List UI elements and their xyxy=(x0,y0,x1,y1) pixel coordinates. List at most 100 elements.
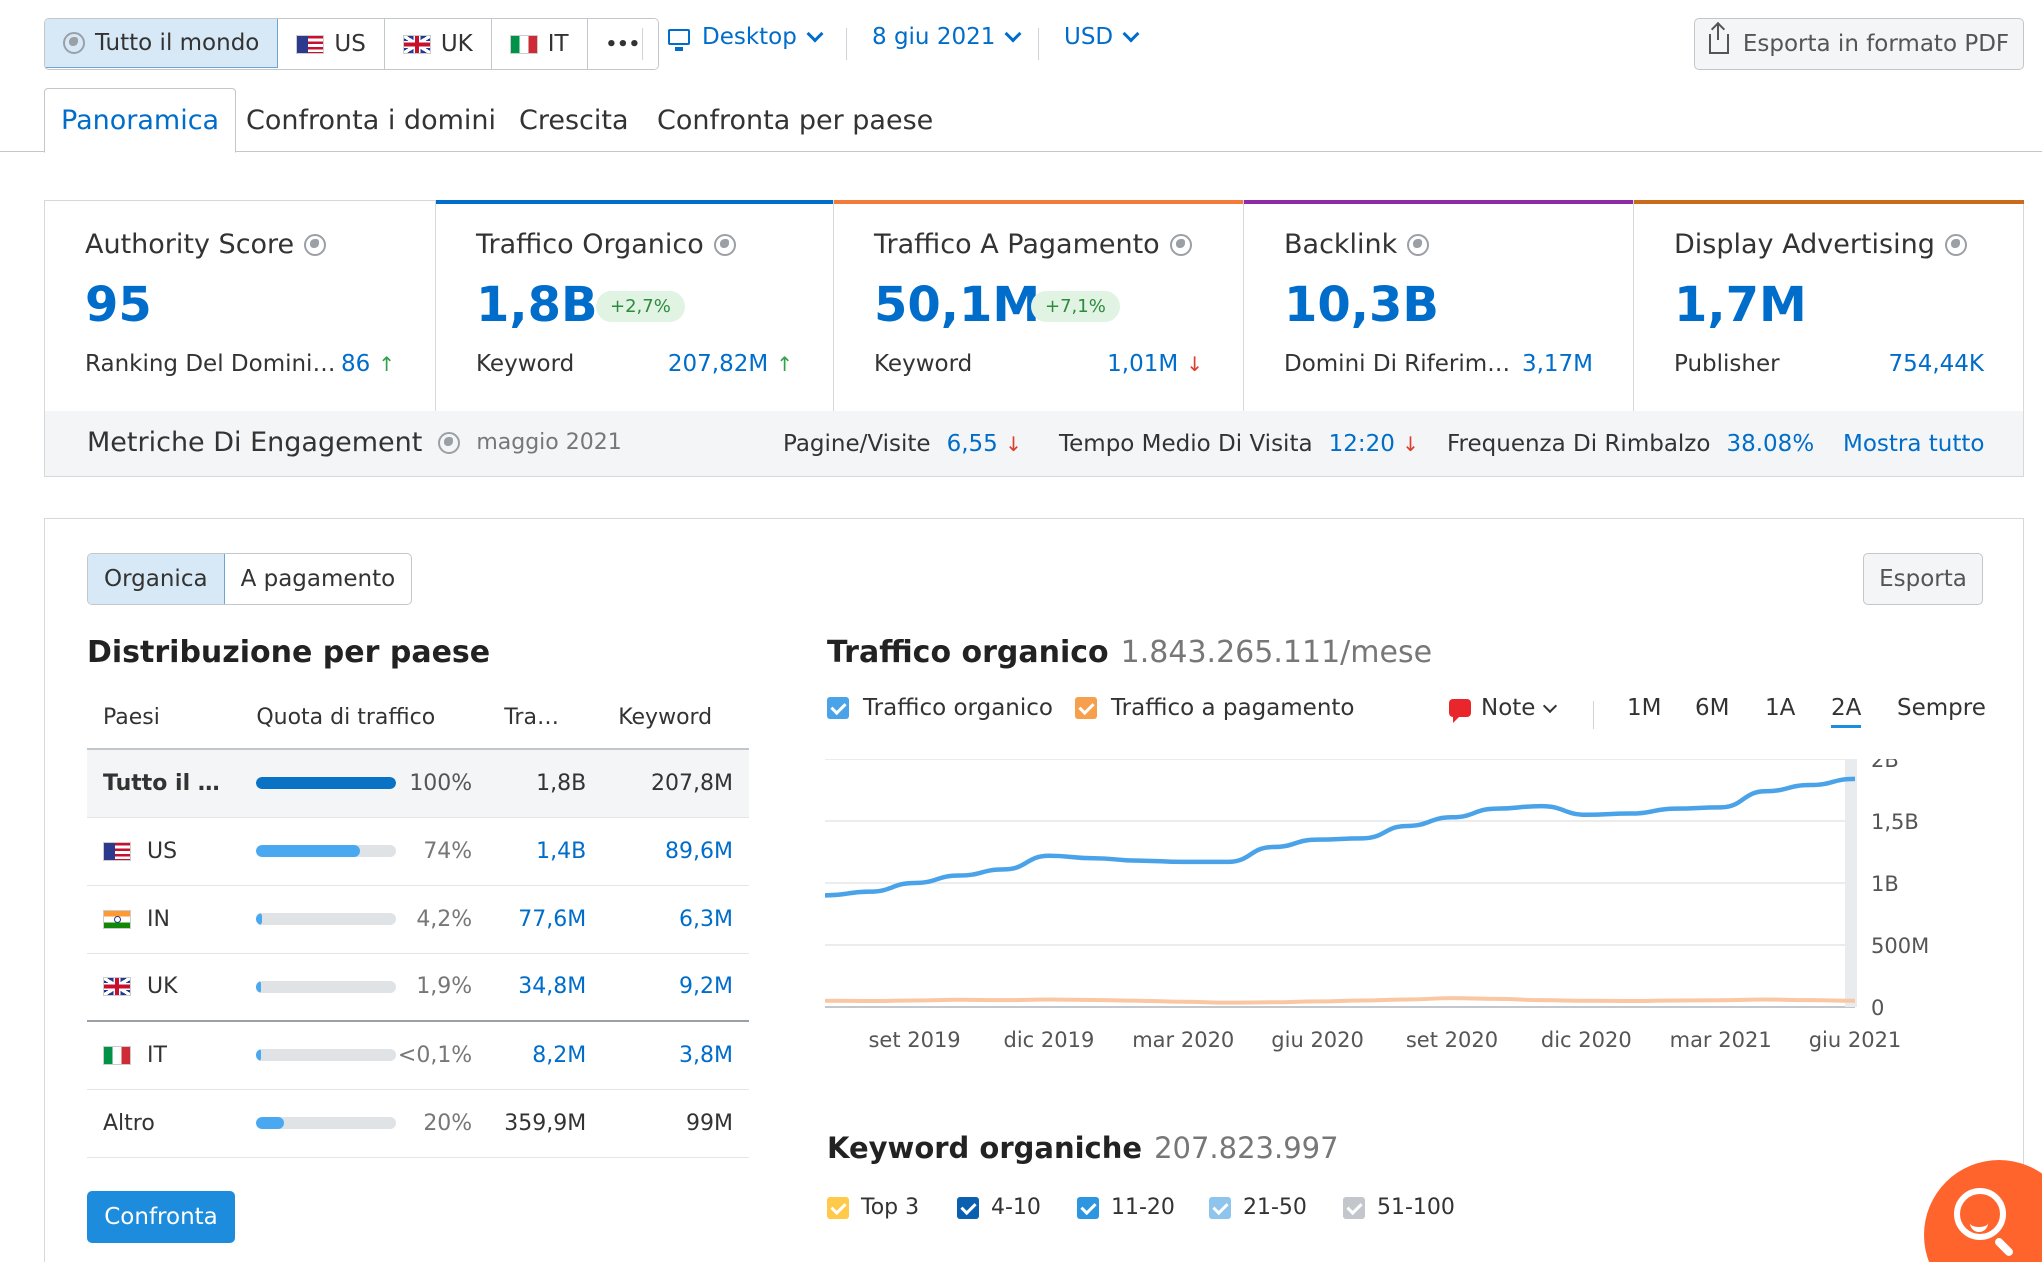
keyword-value[interactable]: 6,3M xyxy=(602,885,749,954)
traffic-share-cell: 1,9% xyxy=(240,953,489,1022)
traffic-value[interactable]: 77,6M xyxy=(488,885,603,954)
share-bar-fill xyxy=(256,777,397,790)
authority-score-value[interactable]: 95 xyxy=(85,277,152,333)
range-6m[interactable]: 6M xyxy=(1695,695,1730,721)
notes-dropdown[interactable]: Note xyxy=(1449,695,1558,723)
toggle-organic[interactable]: Organica xyxy=(88,554,225,604)
publisher-value[interactable]: 754,44K xyxy=(1888,351,1984,377)
organic-change-badge: +2,7% xyxy=(596,291,685,322)
engagement-period: maggio 2021 xyxy=(476,430,622,455)
search-icon xyxy=(1954,1188,2006,1240)
region-more-button[interactable]: ••• xyxy=(587,19,659,69)
export-pdf-label: Esporta in formato PDF xyxy=(1742,31,2010,57)
country-name: IN xyxy=(147,906,170,932)
referring-domains-label: Domini Di Riferim… xyxy=(1284,351,1511,377)
bounce-rate-value[interactable]: 38.08% xyxy=(1726,431,1815,457)
keyword-value: 207,8M xyxy=(602,749,749,818)
arrow-down-icon: ↓ xyxy=(1186,352,1203,376)
checkbox-icon xyxy=(1077,1196,1099,1219)
share-percent: 74% xyxy=(423,838,473,864)
engagement-metrics-bar: Metriche Di Engagement maggio 2021 Pagin… xyxy=(44,411,2024,477)
pages-per-visit-value[interactable]: 6,55 ↓ xyxy=(947,431,1022,457)
legend-paid[interactable]: Traffico a pagamento xyxy=(1075,695,1355,721)
show-all-link[interactable]: Mostra tutto xyxy=(1843,431,1985,457)
kw-legend-4-10[interactable]: 4-10 xyxy=(957,1195,1041,1220)
referring-domains-value[interactable]: 3,17M xyxy=(1521,351,1593,377)
kw-legend-11-20[interactable]: 11-20 xyxy=(1077,1195,1175,1220)
country-name: US xyxy=(147,838,178,864)
traffic-value[interactable]: 8,2M xyxy=(488,1021,603,1090)
paid-traffic-title: Traffico A Pagamento xyxy=(874,229,1160,260)
organic-traffic-card: Traffico Organico 1,8B +2,7% Keyword 207… xyxy=(436,200,834,411)
us-flag-icon xyxy=(296,34,325,54)
bounce-rate: Frequenza Di Rimbalzo 38.08% xyxy=(1447,431,1814,457)
toggle-paid[interactable]: A pagamento xyxy=(240,566,396,592)
kw-legend-51-100[interactable]: 51-100 xyxy=(1343,1195,1455,1220)
range-1m[interactable]: 1M xyxy=(1627,695,1662,721)
range-1a[interactable]: 1A xyxy=(1765,695,1796,721)
domain-rank-value[interactable]: 86 ↑ xyxy=(341,351,395,377)
compare-button[interactable]: Confronta xyxy=(87,1191,235,1243)
x-tick-label: set 2020 xyxy=(1406,1028,1498,1052)
range-sempre[interactable]: Sempre xyxy=(1897,695,1986,721)
search-icon-handle xyxy=(1993,1236,2015,1258)
region-world-button[interactable]: Tutto il mondo xyxy=(45,19,279,68)
paid-traffic-value[interactable]: 50,1M xyxy=(874,277,1041,333)
traffic-value[interactable]: 34,8M xyxy=(488,953,603,1022)
keyword-value[interactable]: 3,8M xyxy=(602,1021,749,1090)
organic-keyword-value[interactable]: 207,82M ↑ xyxy=(668,351,793,377)
keyword-value[interactable]: 89,6M xyxy=(602,817,749,886)
tab-confronta-paese[interactable]: Confronta per paese xyxy=(657,104,934,136)
backlink-title: Backlink xyxy=(1284,229,1398,260)
kw-legend-21-50[interactable]: 21-50 xyxy=(1209,1195,1307,1220)
bounce-rate-label: Frequenza Di Rimbalzo xyxy=(1447,431,1711,457)
table-row: IN 4,2% 77,6M 6,3M xyxy=(87,885,749,954)
country-cell: US xyxy=(87,817,241,886)
traffic-value[interactable]: 1,4B xyxy=(488,817,603,886)
divider xyxy=(1038,28,1039,60)
share-bar xyxy=(256,777,397,790)
tab-confronta-domini[interactable]: Confronta i domini xyxy=(246,104,497,136)
paid-keyword-value[interactable]: 1,01M ↓ xyxy=(1107,351,1203,377)
col-traffic[interactable]: Tra… xyxy=(488,687,603,750)
region-us-button[interactable]: US xyxy=(278,19,385,69)
col-countries[interactable]: Paesi xyxy=(87,687,241,750)
paid-accent-line xyxy=(834,200,1243,204)
device-dropdown[interactable]: Desktop xyxy=(668,24,824,51)
export-pdf-button[interactable]: Esporta in formato PDF xyxy=(1694,18,2024,70)
tab-crescita[interactable]: Crescita xyxy=(519,104,629,136)
col-keyword[interactable]: Keyword xyxy=(602,687,749,750)
tab-panoramica[interactable]: Panoramica xyxy=(44,88,237,153)
keyword-value[interactable]: 9,2M xyxy=(602,953,749,1022)
share-bar-fill xyxy=(256,1117,285,1129)
date-dropdown[interactable]: 8 giu 2021 xyxy=(872,24,1022,50)
display-advertising-value[interactable]: 1,7M xyxy=(1674,277,1807,333)
checkbox-icon xyxy=(1343,1196,1365,1219)
region-it-button[interactable]: IT xyxy=(491,19,588,69)
card-title: Traffico A Pagamento xyxy=(874,229,1192,260)
x-tick-label: dic 2019 xyxy=(1003,1028,1094,1052)
share-bar-fill xyxy=(256,913,263,925)
card-title: Traffico Organico xyxy=(476,229,736,260)
organic-traffic-value[interactable]: 1,8B xyxy=(476,277,598,333)
kw-legend-top3[interactable]: Top 3 xyxy=(827,1195,919,1220)
organic-traffic-chart[interactable]: 0 500M 1B 1,5B 2B set 2019 dic 2019 mar 2020 giu… xyxy=(825,759,1985,1089)
currency-dropdown[interactable]: USD xyxy=(1064,24,1140,50)
region-uk-button[interactable]: UK xyxy=(384,19,492,69)
country-name: IT xyxy=(147,1042,167,1068)
avg-visit-duration-value[interactable]: 12:20 ↓ xyxy=(1329,431,1419,457)
checkbox-icon xyxy=(1075,697,1097,719)
backlink-value[interactable]: 10,3B xyxy=(1284,277,1440,333)
range-2a[interactable]: 2A xyxy=(1831,695,1862,728)
region-us-label: US xyxy=(334,31,366,57)
traffic-panel: Organica A pagamento Esporta Distribuzio… xyxy=(44,518,2024,1262)
keyword-value: 99M xyxy=(602,1089,749,1158)
export-button[interactable]: Esporta xyxy=(1863,553,1983,605)
col-traffic-share[interactable]: Quota di traffico xyxy=(240,687,489,750)
display-accent-line xyxy=(1634,200,2024,204)
traffic-type-toggle: Organica A pagamento xyxy=(87,553,413,605)
currency-label: USD xyxy=(1064,24,1114,50)
kw-legend-label: 51-100 xyxy=(1377,1195,1455,1220)
upload-icon xyxy=(1708,24,1729,54)
legend-organic[interactable]: Traffico organico xyxy=(827,695,1053,721)
